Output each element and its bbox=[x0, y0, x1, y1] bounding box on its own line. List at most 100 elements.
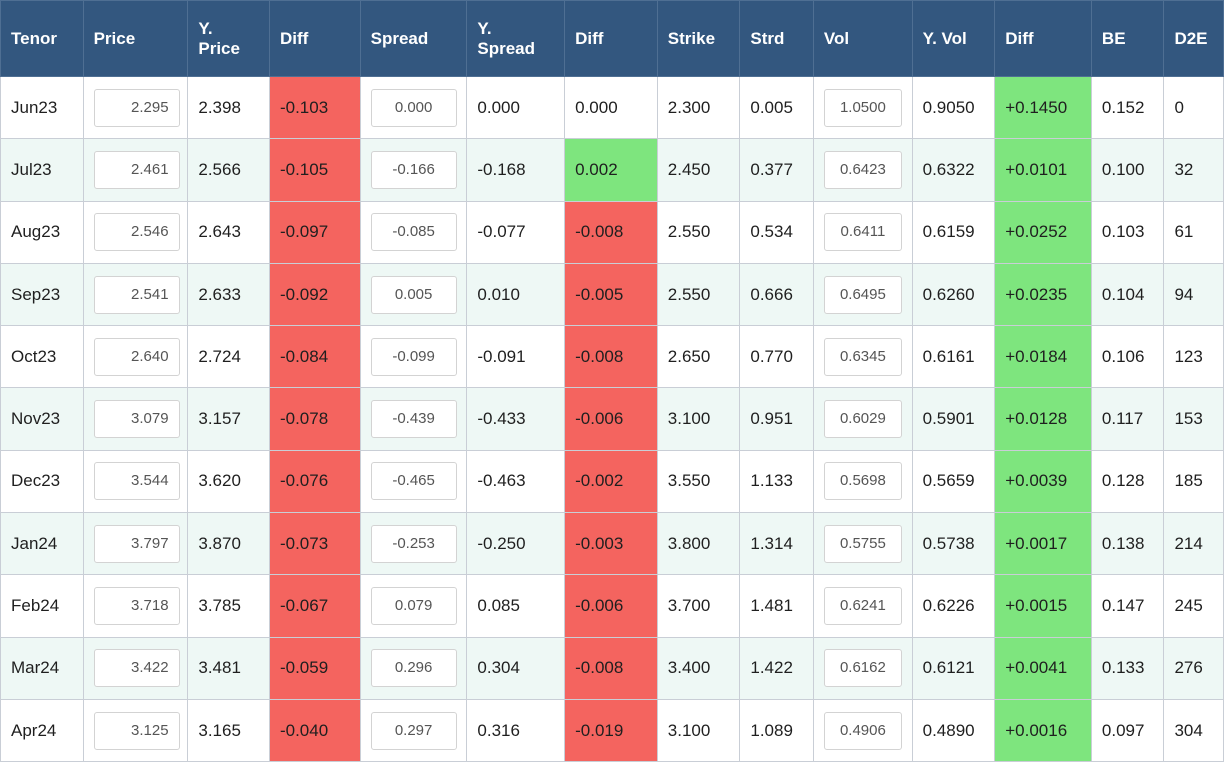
header-tenor: Tenor bbox=[0, 0, 84, 77]
y-spread-cell: 0.010 bbox=[466, 262, 566, 327]
strd-cell: 1.133 bbox=[739, 449, 814, 514]
header-y-vol: Y. Vol bbox=[911, 0, 996, 77]
price-cell: 2.295 bbox=[82, 75, 189, 140]
spread-input[interactable]: -0.465 bbox=[370, 462, 457, 501]
strike-cell: 2.450 bbox=[656, 138, 741, 202]
vol-cell: 0.6029 bbox=[812, 387, 913, 451]
d2e-cell: 276 bbox=[1163, 636, 1224, 700]
price-input[interactable]: 2.546 bbox=[93, 213, 180, 252]
vol-input[interactable]: 0.5755 bbox=[823, 524, 902, 563]
vol-diff-cell: +0.0017 bbox=[994, 512, 1092, 576]
spread-input[interactable]: -0.085 bbox=[370, 213, 457, 252]
table-row: Apr24 3.125 3.165 -0.040 0.297 0.316 -0.019 3.1… bbox=[0, 698, 1224, 762]
y-spread-cell: -0.077 bbox=[466, 200, 566, 264]
strike-cell: 2.550 bbox=[656, 200, 741, 264]
price-input[interactable]: 2.461 bbox=[93, 150, 180, 189]
tenor-cell: Oct23 bbox=[0, 325, 84, 389]
vol-diff-cell: +0.0039 bbox=[994, 449, 1092, 514]
vol-input[interactable]: 0.4906 bbox=[823, 711, 902, 750]
price-input[interactable]: 3.125 bbox=[93, 711, 180, 750]
y-price-cell: 3.481 bbox=[187, 636, 270, 700]
d2e-cell: 0 bbox=[1163, 75, 1224, 140]
d2e-cell: 153 bbox=[1163, 387, 1224, 451]
vol-input[interactable]: 0.6495 bbox=[823, 275, 902, 314]
y-vol-cell: 0.6226 bbox=[911, 574, 996, 638]
vol-cell: 0.6241 bbox=[812, 574, 913, 638]
spread-input[interactable]: -0.253 bbox=[370, 524, 457, 563]
spread-diff-cell: -0.019 bbox=[564, 698, 658, 762]
vol-input[interactable]: 0.6411 bbox=[823, 213, 902, 252]
spread-input[interactable]: -0.166 bbox=[370, 150, 457, 189]
price-input[interactable]: 3.544 bbox=[93, 462, 180, 501]
vol-diff-cell: +0.0015 bbox=[994, 574, 1092, 638]
table-row: Mar24 3.422 3.481 -0.059 0.296 0.304 -0.008 3.4… bbox=[0, 636, 1224, 700]
price-input[interactable]: 2.295 bbox=[93, 88, 180, 127]
strike-cell: 2.300 bbox=[656, 75, 741, 140]
spread-input[interactable]: 0.000 bbox=[370, 88, 457, 127]
be-cell: 0.103 bbox=[1090, 200, 1165, 264]
table-row: Nov23 3.079 3.157 -0.078 -0.439 -0.433 -0.006 3… bbox=[0, 387, 1224, 451]
y-vol-cell: 0.6260 bbox=[911, 262, 996, 327]
spread-diff-cell: -0.006 bbox=[564, 387, 658, 451]
d2e-cell: 61 bbox=[1163, 200, 1224, 264]
header-row: Tenor Price Y. Price Diff Spread Y. Spread… bbox=[0, 0, 1224, 77]
y-vol-cell: 0.6121 bbox=[911, 636, 996, 700]
be-cell: 0.128 bbox=[1090, 449, 1165, 514]
y-spread-cell: -0.168 bbox=[466, 138, 566, 202]
table-row: Jul23 2.461 2.566 -0.105 -0.166 -0.168 0.002 2.… bbox=[0, 138, 1224, 202]
spread-input[interactable]: -0.099 bbox=[370, 337, 457, 376]
vol-cell: 0.6423 bbox=[812, 138, 913, 202]
price-input[interactable]: 3.718 bbox=[93, 587, 180, 626]
vol-input[interactable]: 0.5698 bbox=[823, 462, 902, 501]
price-diff-cell: -0.040 bbox=[268, 698, 361, 762]
spread-input[interactable]: 0.005 bbox=[370, 275, 457, 314]
price-cell: 3.718 bbox=[82, 574, 189, 638]
price-input[interactable]: 3.079 bbox=[93, 400, 180, 439]
price-diff-cell: -0.105 bbox=[268, 138, 361, 202]
vol-cell: 0.6162 bbox=[812, 636, 913, 700]
price-input[interactable]: 2.541 bbox=[93, 275, 180, 314]
price-cell: 3.125 bbox=[82, 698, 189, 762]
header-vol: Vol bbox=[812, 0, 913, 77]
vol-input[interactable]: 0.6029 bbox=[823, 400, 902, 439]
spread-input[interactable]: 0.079 bbox=[370, 587, 457, 626]
vol-cell: 0.4906 bbox=[812, 698, 913, 762]
vol-input[interactable]: 0.6345 bbox=[823, 337, 902, 376]
header-y-spread: Y. Spread bbox=[466, 0, 566, 77]
y-price-cell: 3.870 bbox=[187, 512, 270, 576]
price-cell: 2.541 bbox=[82, 262, 189, 327]
price-cell: 2.461 bbox=[82, 138, 189, 202]
spread-diff-cell: 0.000 bbox=[564, 75, 658, 140]
vol-cell: 0.5698 bbox=[812, 449, 913, 514]
be-cell: 0.152 bbox=[1090, 75, 1165, 140]
y-vol-cell: 0.4890 bbox=[911, 698, 996, 762]
spread-input[interactable]: -0.439 bbox=[370, 400, 457, 439]
tenor-cell: Jun23 bbox=[0, 75, 84, 140]
vol-diff-cell: +0.0184 bbox=[994, 325, 1092, 389]
header-spread-diff: Diff bbox=[564, 0, 658, 77]
y-price-cell: 2.398 bbox=[187, 75, 270, 140]
y-vol-cell: 0.6322 bbox=[911, 138, 996, 202]
strd-cell: 0.770 bbox=[739, 325, 814, 389]
y-vol-cell: 0.6159 bbox=[911, 200, 996, 264]
header-d2e: D2E bbox=[1163, 0, 1224, 77]
be-cell: 0.133 bbox=[1090, 636, 1165, 700]
header-y-price: Y. Price bbox=[187, 0, 270, 77]
vol-input[interactable]: 0.6162 bbox=[823, 649, 902, 688]
vol-cell: 0.6345 bbox=[812, 325, 913, 389]
vol-input[interactable]: 1.0500 bbox=[823, 88, 902, 127]
vol-input[interactable]: 0.6241 bbox=[823, 587, 902, 626]
spread-input[interactable]: 0.296 bbox=[370, 649, 457, 688]
header-price: Price bbox=[82, 0, 189, 77]
price-input[interactable]: 2.640 bbox=[93, 337, 180, 376]
price-input[interactable]: 3.797 bbox=[93, 524, 180, 563]
price-input[interactable]: 3.422 bbox=[93, 649, 180, 688]
y-spread-cell: 0.085 bbox=[466, 574, 566, 638]
price-diff-cell: -0.097 bbox=[268, 200, 361, 264]
vol-input[interactable]: 0.6423 bbox=[823, 150, 902, 189]
spread-input[interactable]: 0.297 bbox=[370, 711, 457, 750]
be-cell: 0.104 bbox=[1090, 262, 1165, 327]
price-cell: 2.640 bbox=[82, 325, 189, 389]
vol-diff-cell: +0.1450 bbox=[994, 75, 1092, 140]
spread-cell: -0.465 bbox=[359, 449, 468, 514]
